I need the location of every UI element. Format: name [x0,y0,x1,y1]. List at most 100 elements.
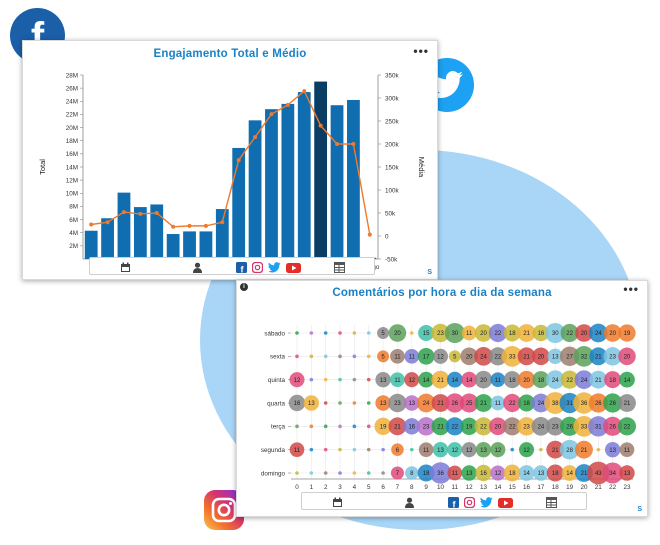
bubble-sábado-18 [545,322,566,344]
bubble-label: 26 [451,401,458,407]
bubble-terça-19 [560,416,580,436]
bubble-quarta-4 [352,401,357,405]
y2-tick-label: 250k [385,118,400,125]
info-icon[interactable]: i [240,283,248,291]
bubble-terça-10 [431,417,450,436]
person-icon[interactable] [192,260,203,273]
y-tick-label: segunda [261,447,286,454]
x-tick-label: 5 [367,484,371,491]
y-tick-label: 18M [66,138,78,145]
bubble-sábado-22 [603,324,622,342]
bubble-terça-9 [416,417,436,436]
youtube-icon[interactable] [498,495,513,508]
bubble-label: 21 [523,331,530,337]
svg-text:f: f [241,265,245,274]
bubble-label: 19 [466,425,473,431]
y-tick-label: 4M [69,230,78,237]
bubble-sexta-11 [448,350,461,363]
average-point-15/ago [220,220,225,225]
bar-13/ago [183,231,196,259]
bubble-domingo-6 [381,471,385,475]
instagram-icon[interactable] [463,495,476,509]
bubble-label: 18 [509,471,516,477]
bubble-sexta-21 [589,347,608,366]
bubble-domingo-5 [366,471,371,475]
bubble-quinta-20 [574,370,594,389]
bubble-label: 20 [624,355,631,361]
bubble-domingo-10 [429,462,452,484]
bubble-segunda-12 [461,442,477,458]
calendar-icon[interactable] [332,495,343,507]
bubble-segunda-22 [604,441,621,458]
calendar-icon[interactable] [120,260,131,272]
bubble-label: 19 [380,425,387,431]
bubble-quinta-9 [418,371,435,388]
y-tick-label: 2M [69,243,78,250]
chart-menu-button[interactable]: ••• [623,282,639,296]
bubble-quarta-6 [375,395,391,411]
card1-toolbar: f [89,257,375,275]
bubble-label: 20 [480,378,487,384]
bar-17/ago [248,120,262,259]
average-line [91,89,371,235]
bubble-label: 18 [509,331,516,337]
person-icon[interactable] [404,495,415,508]
bubble-label: 21 [595,355,602,361]
bubble-label: 12 [523,448,530,454]
comments-heatmap-card: i Comentários por hora e dia da semana •… [236,280,648,517]
x-tick-label: 1 [310,484,314,491]
bubble-label: 17 [423,355,430,361]
card2-toolbar: f [301,492,587,510]
table-icon[interactable] [546,495,557,508]
average-point-14/ago [203,223,208,228]
bubble-terça-22 [603,416,623,436]
bubble-label: 26 [609,401,616,407]
bubble-domingo-18 [546,464,564,482]
average-point-20/ago [302,89,307,94]
x-tick-label: 20 [580,484,588,491]
bubble-label: 21 [437,378,444,384]
instagram-icon[interactable] [251,260,264,274]
youtube-icon[interactable] [286,260,301,273]
bubble-domingo-8 [405,466,419,480]
table-icon[interactable] [334,260,345,273]
bubble-label: 19 [624,331,631,337]
bubble-label: 24 [480,355,487,361]
bubble-sexta-16 [517,347,536,366]
bubble-terça-14 [489,417,507,436]
twitter-icon[interactable] [268,260,281,273]
bubble-label: 14 [466,378,473,384]
facebook-icon[interactable]: f [236,260,247,275]
bubble-segunda-7 [391,443,404,456]
x-tick-label: 14 [494,484,502,491]
chart-menu-button[interactable]: ••• [413,44,429,58]
bubble-terça-8 [403,418,420,435]
bubble-quarta-8 [404,395,420,411]
average-point-09/ago [121,210,126,215]
bubble-label: 34 [609,471,616,477]
bubble-quarta-20 [573,392,595,414]
bubble-label: 6 [396,448,400,454]
y-tick-label: 22M [66,112,78,119]
x-tick-label: 3 [338,484,342,491]
facebook-icon[interactable]: f [448,495,459,510]
bar-18/ago [265,109,278,259]
y2-tick-label: 300k [385,95,400,102]
bubble-label: 18 [552,471,559,477]
bubble-sexta-0 [295,354,299,359]
bubble-sexta-4 [352,354,357,359]
bubble-label: 13 [437,448,444,454]
bubble-domingo-23 [619,465,635,481]
bubble-sexta-19 [559,346,580,367]
bubble-label: 36 [581,401,588,407]
y-tick-label: 6M [69,217,78,224]
average-point-18/ago [269,112,274,117]
y-tick-label: 8M [69,204,78,211]
twitter-icon[interactable] [480,495,493,508]
bubble-label: 13 [538,471,545,477]
x-tick-label: 10 [437,484,445,491]
bubble-segunda-17 [539,447,543,452]
bubble-domingo-19 [561,465,578,481]
bubble-sexta-10 [432,348,449,364]
bubble-quinta-14 [490,372,506,388]
